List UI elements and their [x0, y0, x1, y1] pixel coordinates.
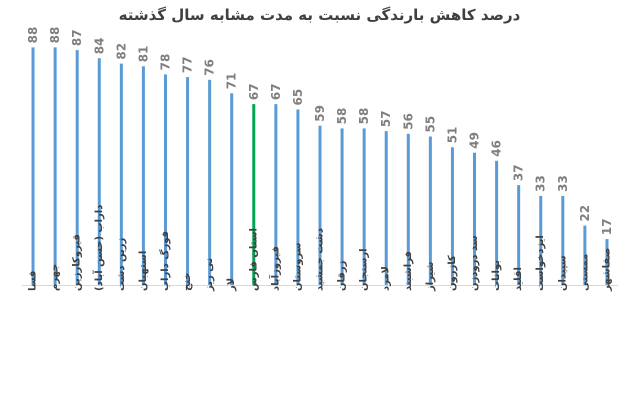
bar — [428, 136, 432, 285]
data-label: 71 — [225, 73, 239, 90]
bar — [473, 152, 477, 285]
data-label: 56 — [401, 113, 415, 130]
bar — [252, 104, 256, 285]
data-label: 81 — [136, 46, 150, 63]
x-tick-label: قیروکارزین — [72, 234, 83, 291]
data-label: 57 — [379, 110, 393, 127]
data-label: 33 — [556, 175, 570, 192]
bar — [274, 104, 278, 285]
x-tick-label: سروستان — [292, 242, 303, 291]
x-tick-label: استهبان — [138, 251, 149, 291]
bar — [406, 133, 410, 285]
x-tick-label: فورگ داراب — [158, 231, 171, 291]
bar — [539, 195, 543, 285]
bar — [450, 147, 454, 285]
x-tick-label: زرقان — [337, 260, 348, 291]
data-label: 82 — [114, 43, 128, 60]
data-label: 55 — [423, 116, 437, 133]
data-label: 87 — [70, 29, 84, 46]
bar — [384, 131, 388, 285]
data-label: 76 — [203, 59, 217, 76]
data-label: 67 — [247, 83, 261, 100]
bar — [296, 109, 300, 285]
data-label: 59 — [313, 105, 327, 122]
x-tick-label: بوانات — [491, 260, 502, 291]
bar — [75, 50, 79, 285]
data-label: 58 — [357, 108, 371, 125]
x-tick-label: لامرد — [381, 266, 392, 291]
x-tick-label: اقلید — [513, 267, 524, 291]
bar — [495, 160, 499, 285]
data-label: 22 — [578, 205, 592, 222]
data-label: 17 — [600, 218, 614, 235]
bar — [163, 74, 167, 286]
x-tick-label: جهرم — [50, 264, 61, 291]
bar — [31, 47, 35, 286]
bar — [561, 195, 565, 285]
data-label: 88 — [26, 27, 40, 44]
bar — [208, 79, 212, 285]
bar — [340, 128, 344, 285]
x-tick-label: دشت جمشید — [315, 228, 326, 291]
x-tick-label: ارسنجان — [359, 248, 370, 291]
data-label: 77 — [181, 56, 195, 73]
x-tick-label: فسا — [28, 271, 39, 291]
x-tick-label: داراب (حسن آباد) — [92, 205, 105, 291]
x-tick-label: استان فارس — [248, 228, 259, 291]
data-label: 33 — [534, 175, 548, 192]
data-label: 67 — [269, 83, 283, 100]
bar — [362, 128, 366, 285]
bar — [318, 125, 322, 285]
data-label: 58 — [335, 108, 349, 125]
data-label: 46 — [490, 140, 504, 157]
data-label: 65 — [291, 89, 305, 106]
x-tick-label: شیراز — [425, 262, 436, 292]
bar — [230, 93, 234, 285]
data-label: 84 — [92, 37, 106, 54]
x-tick-label: صفاشهر — [601, 248, 612, 292]
x-tick-label: سد درودزن — [469, 235, 480, 291]
x-tick-label: فیروزآباد — [268, 246, 281, 291]
x-tick-label: خنج — [182, 273, 193, 292]
data-label: 88 — [48, 27, 62, 44]
bar — [141, 66, 145, 285]
x-tick-label: نی ریز — [204, 258, 215, 292]
bar — [583, 225, 587, 285]
bar — [517, 185, 521, 285]
x-tick-label: لار — [226, 278, 237, 292]
data-label: 78 — [158, 54, 172, 71]
data-label: 37 — [512, 164, 526, 181]
x-tick-label: سپیدان — [557, 255, 568, 291]
x-tick-label: کازرون — [447, 255, 458, 291]
bar — [605, 239, 609, 285]
x-tick-label: فراشبند — [403, 251, 414, 291]
x-tick-label: ممسنی — [579, 254, 590, 291]
data-label: 51 — [445, 127, 459, 144]
data-label: 49 — [468, 132, 482, 149]
x-tick-label: زرین دشت — [116, 237, 127, 291]
bar — [53, 47, 57, 286]
bar — [186, 77, 190, 285]
chart-title: درصد کاهش بارندگی نسبت به مدت مشابه سال … — [118, 6, 521, 24]
bar — [119, 63, 123, 285]
bar — [97, 58, 101, 286]
x-tick-label: ایزدخواست — [535, 235, 546, 291]
